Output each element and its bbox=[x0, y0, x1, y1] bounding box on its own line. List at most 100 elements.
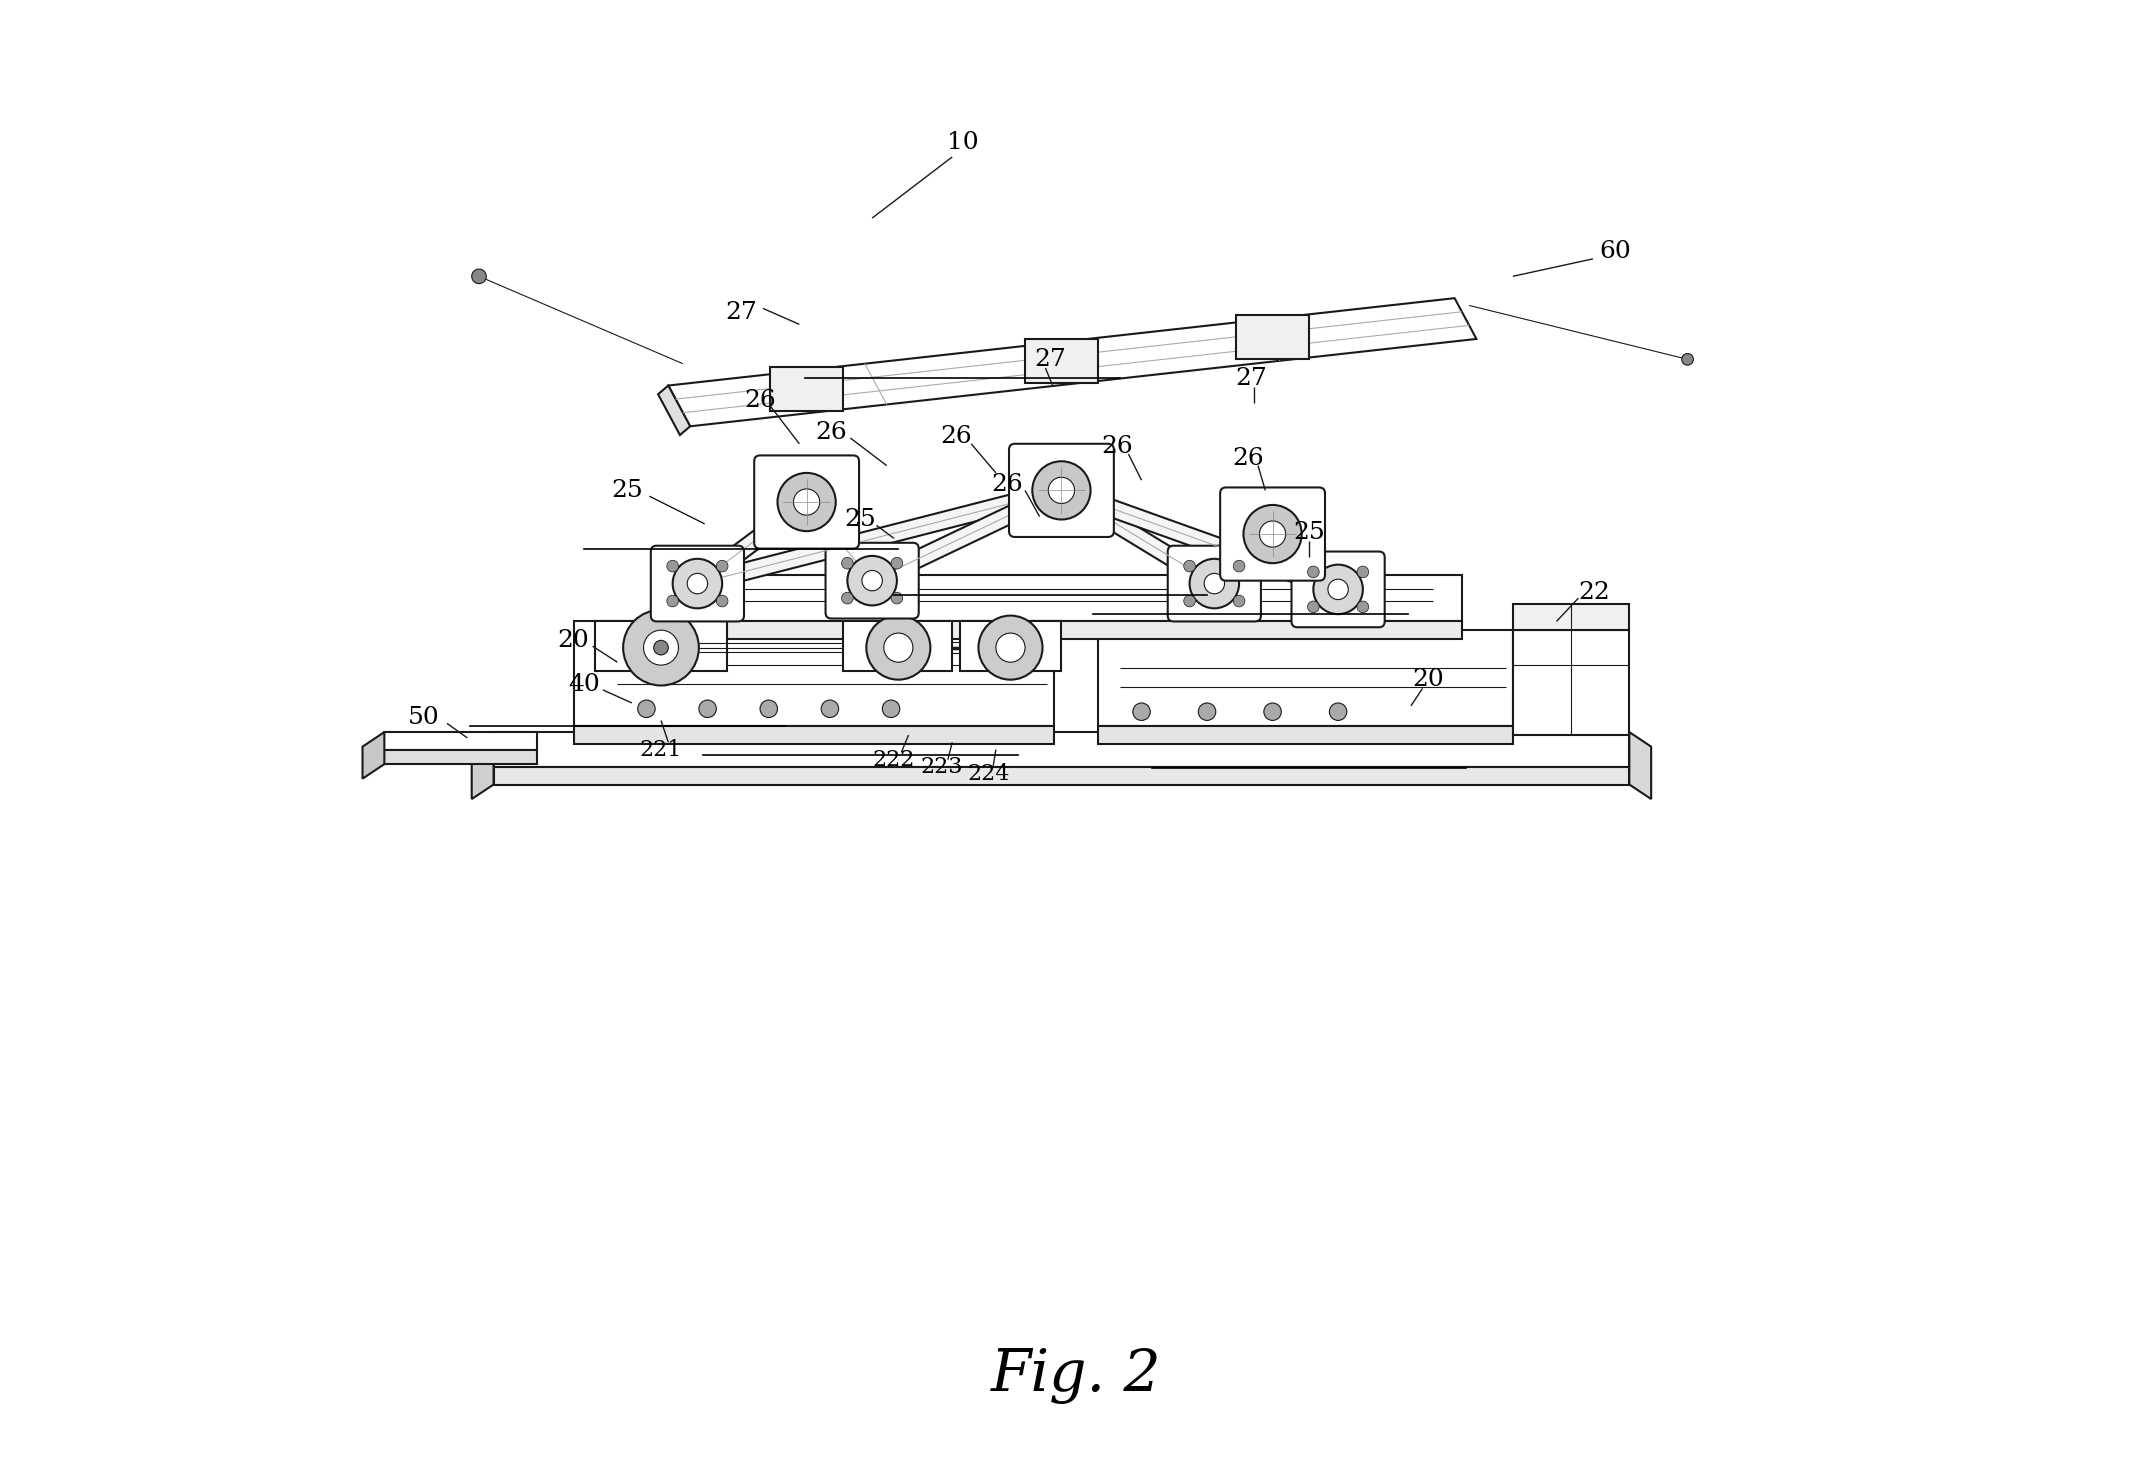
Text: 26: 26 bbox=[816, 420, 848, 444]
FancyBboxPatch shape bbox=[1291, 551, 1384, 628]
Circle shape bbox=[882, 700, 900, 717]
Text: 26: 26 bbox=[1102, 435, 1132, 459]
Polygon shape bbox=[1268, 528, 1343, 595]
FancyBboxPatch shape bbox=[650, 545, 745, 622]
Text: 27: 27 bbox=[1033, 348, 1065, 370]
Text: 222: 222 bbox=[874, 748, 915, 770]
Circle shape bbox=[884, 634, 912, 662]
Circle shape bbox=[717, 595, 727, 607]
Circle shape bbox=[891, 557, 902, 569]
Polygon shape bbox=[575, 622, 1054, 726]
Circle shape bbox=[1205, 573, 1224, 594]
Circle shape bbox=[867, 616, 930, 679]
Text: 224: 224 bbox=[968, 763, 1009, 785]
Circle shape bbox=[1244, 504, 1302, 563]
FancyBboxPatch shape bbox=[1169, 545, 1261, 622]
Text: 26: 26 bbox=[1231, 447, 1263, 470]
Text: Fig. 2: Fig. 2 bbox=[990, 1348, 1162, 1404]
Circle shape bbox=[624, 610, 699, 685]
Circle shape bbox=[794, 490, 820, 514]
Text: 50: 50 bbox=[407, 706, 439, 729]
Polygon shape bbox=[1024, 340, 1098, 382]
Text: 25: 25 bbox=[844, 509, 876, 531]
FancyBboxPatch shape bbox=[826, 542, 919, 619]
Polygon shape bbox=[801, 497, 878, 587]
Polygon shape bbox=[1098, 631, 1513, 726]
Circle shape bbox=[841, 557, 852, 569]
Circle shape bbox=[1184, 595, 1194, 607]
Polygon shape bbox=[596, 622, 727, 670]
Text: 60: 60 bbox=[1599, 240, 1631, 263]
Circle shape bbox=[1184, 560, 1194, 572]
Circle shape bbox=[1358, 601, 1369, 613]
FancyBboxPatch shape bbox=[753, 456, 859, 548]
Text: 27: 27 bbox=[1235, 366, 1268, 390]
Circle shape bbox=[1233, 560, 1244, 572]
Polygon shape bbox=[1235, 316, 1308, 359]
Text: 10: 10 bbox=[947, 131, 979, 154]
Circle shape bbox=[686, 573, 708, 594]
Polygon shape bbox=[1629, 732, 1651, 800]
Circle shape bbox=[1358, 566, 1369, 578]
Circle shape bbox=[848, 556, 897, 606]
Polygon shape bbox=[1513, 604, 1629, 631]
Circle shape bbox=[822, 700, 839, 717]
Circle shape bbox=[1330, 703, 1347, 720]
Circle shape bbox=[717, 560, 727, 572]
Text: 27: 27 bbox=[725, 301, 758, 325]
Polygon shape bbox=[869, 482, 1065, 588]
Polygon shape bbox=[493, 767, 1629, 785]
Polygon shape bbox=[385, 732, 538, 750]
Polygon shape bbox=[493, 732, 1629, 767]
Circle shape bbox=[1199, 703, 1216, 720]
Circle shape bbox=[891, 592, 902, 604]
Text: 26: 26 bbox=[992, 473, 1024, 495]
Text: 22: 22 bbox=[1580, 581, 1610, 604]
Polygon shape bbox=[770, 368, 844, 412]
Circle shape bbox=[996, 634, 1024, 662]
Polygon shape bbox=[654, 575, 1461, 622]
FancyBboxPatch shape bbox=[1220, 488, 1326, 581]
Circle shape bbox=[1048, 478, 1074, 504]
Circle shape bbox=[1681, 353, 1694, 365]
Circle shape bbox=[760, 700, 777, 717]
Text: 223: 223 bbox=[921, 756, 964, 778]
Polygon shape bbox=[1059, 482, 1341, 598]
Circle shape bbox=[674, 559, 723, 609]
Circle shape bbox=[1263, 703, 1280, 720]
Circle shape bbox=[841, 592, 852, 604]
Text: 221: 221 bbox=[639, 738, 682, 760]
Polygon shape bbox=[1098, 726, 1513, 744]
Circle shape bbox=[1033, 462, 1091, 519]
Circle shape bbox=[863, 570, 882, 591]
Circle shape bbox=[667, 560, 678, 572]
Text: 25: 25 bbox=[1293, 520, 1326, 544]
Circle shape bbox=[637, 700, 654, 717]
Polygon shape bbox=[385, 750, 538, 764]
Circle shape bbox=[1313, 564, 1362, 614]
Polygon shape bbox=[659, 385, 691, 435]
Circle shape bbox=[699, 700, 717, 717]
Polygon shape bbox=[362, 732, 385, 779]
Text: 20: 20 bbox=[557, 629, 590, 651]
Circle shape bbox=[643, 631, 678, 664]
Circle shape bbox=[979, 616, 1042, 679]
Polygon shape bbox=[695, 482, 1063, 592]
Text: 20: 20 bbox=[1412, 669, 1444, 691]
Text: 26: 26 bbox=[745, 388, 777, 412]
Circle shape bbox=[654, 641, 669, 656]
Polygon shape bbox=[693, 495, 811, 591]
Polygon shape bbox=[575, 726, 1054, 744]
FancyBboxPatch shape bbox=[1009, 444, 1115, 537]
Polygon shape bbox=[960, 622, 1061, 670]
Polygon shape bbox=[471, 732, 493, 800]
Text: 25: 25 bbox=[611, 479, 643, 501]
Circle shape bbox=[1259, 520, 1285, 547]
Circle shape bbox=[1190, 559, 1240, 609]
Polygon shape bbox=[1513, 631, 1629, 735]
Polygon shape bbox=[654, 622, 1461, 639]
Polygon shape bbox=[844, 622, 951, 670]
Circle shape bbox=[471, 269, 486, 284]
Circle shape bbox=[667, 595, 678, 607]
Circle shape bbox=[1308, 566, 1319, 578]
